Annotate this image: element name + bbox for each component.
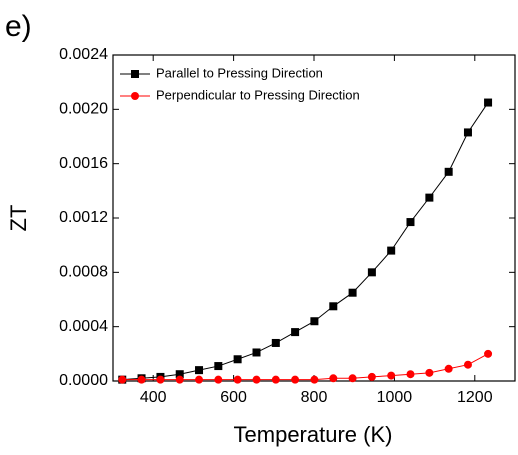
x-tick-label: 1000 <box>377 389 413 406</box>
data-point <box>291 328 300 337</box>
legend-label: Perpendicular to Pressing Direction <box>156 87 360 102</box>
data-point <box>271 375 280 384</box>
data-point <box>425 193 434 202</box>
data-point <box>484 349 493 358</box>
data-point <box>118 375 127 384</box>
data-point <box>195 375 204 384</box>
y-tick-label: 0.0024 <box>59 46 108 63</box>
data-point <box>406 218 415 227</box>
data-point <box>156 375 165 384</box>
data-point <box>233 355 242 364</box>
series-line <box>122 102 489 381</box>
data-point <box>329 374 338 383</box>
y-axis-label: ZT <box>6 205 31 232</box>
data-point <box>387 371 396 380</box>
x-axis-label: Temperature (K) <box>234 422 393 447</box>
data-point <box>463 128 472 137</box>
data-point <box>367 268 376 277</box>
data-point <box>214 375 223 384</box>
data-point <box>406 370 415 379</box>
panel-label: e) <box>5 10 32 43</box>
legend-marker <box>131 92 139 100</box>
data-point <box>463 360 472 369</box>
x-tick-label: 1200 <box>457 389 493 406</box>
x-tick-label: 600 <box>220 389 247 406</box>
data-point <box>348 288 357 297</box>
data-point <box>348 374 357 383</box>
data-point <box>252 348 261 357</box>
data-point <box>233 375 242 384</box>
data-point <box>444 167 453 176</box>
y-tick-label: 0.0000 <box>59 372 108 389</box>
x-tick-label: 800 <box>301 389 328 406</box>
y-tick-label: 0.0004 <box>59 318 108 335</box>
data-point <box>214 362 223 371</box>
data-point <box>291 375 300 384</box>
legend-label: Parallel to Pressing Direction <box>156 65 323 80</box>
x-tick-label: 400 <box>140 389 167 406</box>
y-tick-label: 0.0012 <box>59 209 108 226</box>
data-point <box>252 375 261 384</box>
y-tick-label: 0.0016 <box>59 155 108 172</box>
y-tick-label: 0.0020 <box>59 101 108 118</box>
data-point <box>329 302 338 311</box>
data-point <box>310 375 319 384</box>
data-point <box>484 98 493 107</box>
data-point <box>387 246 396 255</box>
data-point <box>195 366 204 375</box>
data-point <box>137 375 146 384</box>
data-point <box>271 338 280 347</box>
data-point <box>175 370 184 379</box>
y-tick-label: 0.0008 <box>59 264 108 281</box>
data-point <box>310 317 319 326</box>
plot-frame <box>112 54 516 382</box>
legend-marker <box>131 70 139 78</box>
data-point <box>444 364 453 373</box>
data-point <box>425 368 434 377</box>
data-point <box>367 372 376 381</box>
data-point <box>175 375 184 384</box>
